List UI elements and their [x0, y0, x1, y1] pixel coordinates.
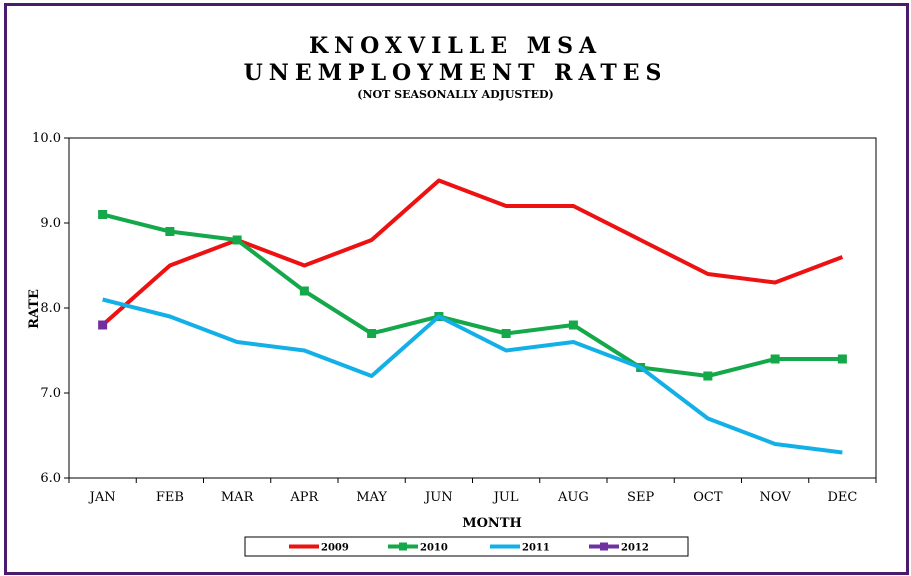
series-2010-point — [232, 235, 242, 245]
legend-item-2010-marker — [399, 542, 407, 551]
legend-item-2012-marker — [600, 542, 608, 551]
y-axis-ticks: 6.0 7.0 8.0 9.0 10.0 — [32, 131, 69, 486]
x-tick-label: AUG — [557, 490, 589, 505]
x-tick-label: DEC — [827, 490, 857, 505]
series-2010-point — [98, 210, 108, 219]
legend-item-2009-label: 2009 — [321, 543, 349, 554]
legend: 2009 2010 2011 2012 — [244, 536, 689, 557]
legend-item-2009: 2009 — [289, 543, 349, 554]
chart-title-line1: KNOXVILLE MSA — [308, 33, 603, 59]
y-tick-label: 9.0 — [40, 216, 61, 231]
series-2010-point — [501, 329, 511, 338]
series-2011 — [102, 297, 843, 455]
x-tick-label: APR — [289, 490, 319, 505]
x-tick-label: JUL — [492, 490, 519, 505]
y-axis-title: RATE — [27, 289, 42, 329]
series-2010-point — [770, 354, 780, 364]
chart-title-line2: UNEMPLOYMENT RATES — [243, 60, 668, 86]
y-tick-label: 8.0 — [40, 301, 61, 316]
series-2009-line — [101, 178, 844, 327]
x-tick-label: OCT — [693, 490, 723, 505]
legend-item-2011: 2011 — [490, 543, 550, 554]
series-2010-point — [837, 354, 847, 364]
legend-item-2011-label: 2011 — [522, 543, 550, 554]
series-2010-point — [367, 329, 377, 338]
x-tick-label: JUN — [423, 490, 453, 505]
series-2010-point — [165, 227, 175, 236]
series-2012-point — [98, 320, 108, 330]
x-axis-ticks: JAN FEB MAR APR MAY JUN JUL AUG SEP OCT NOV DEC — [68, 478, 877, 505]
series-layer — [98, 178, 847, 455]
legend-item-2012: 2012 — [589, 542, 649, 554]
x-axis-title: MONTH — [462, 516, 522, 531]
x-tick-label: NOV — [760, 490, 792, 505]
series-2010-line — [102, 212, 843, 378]
legend-item-2012-label: 2012 — [621, 543, 649, 554]
legend-item-2010: 2010 — [388, 542, 448, 554]
series-2010-point — [568, 320, 578, 330]
y-tick-label: 10.0 — [32, 131, 61, 146]
x-tick-label: JAN — [88, 490, 116, 505]
legend-box — [244, 536, 689, 557]
x-tick-label: MAR — [221, 490, 255, 505]
y-tick-label: 6.0 — [40, 471, 61, 486]
plot-area — [68, 137, 877, 479]
series-2009 — [101, 178, 844, 327]
y-tick-label: 7.0 — [40, 386, 61, 401]
series-2010-point — [299, 286, 309, 296]
legend-item-2010-label: 2010 — [420, 543, 448, 554]
x-tick-label: MAY — [356, 490, 387, 505]
x-tick-label: FEB — [156, 490, 184, 505]
series-2011-line — [102, 297, 843, 455]
plot-border — [68, 137, 877, 479]
series-2012 — [98, 320, 108, 330]
chart-subtitle: (NOT SEASONALLY ADJUSTED) — [357, 88, 554, 101]
series-2010-point — [703, 371, 713, 381]
x-tick-label: SEP — [627, 490, 654, 505]
